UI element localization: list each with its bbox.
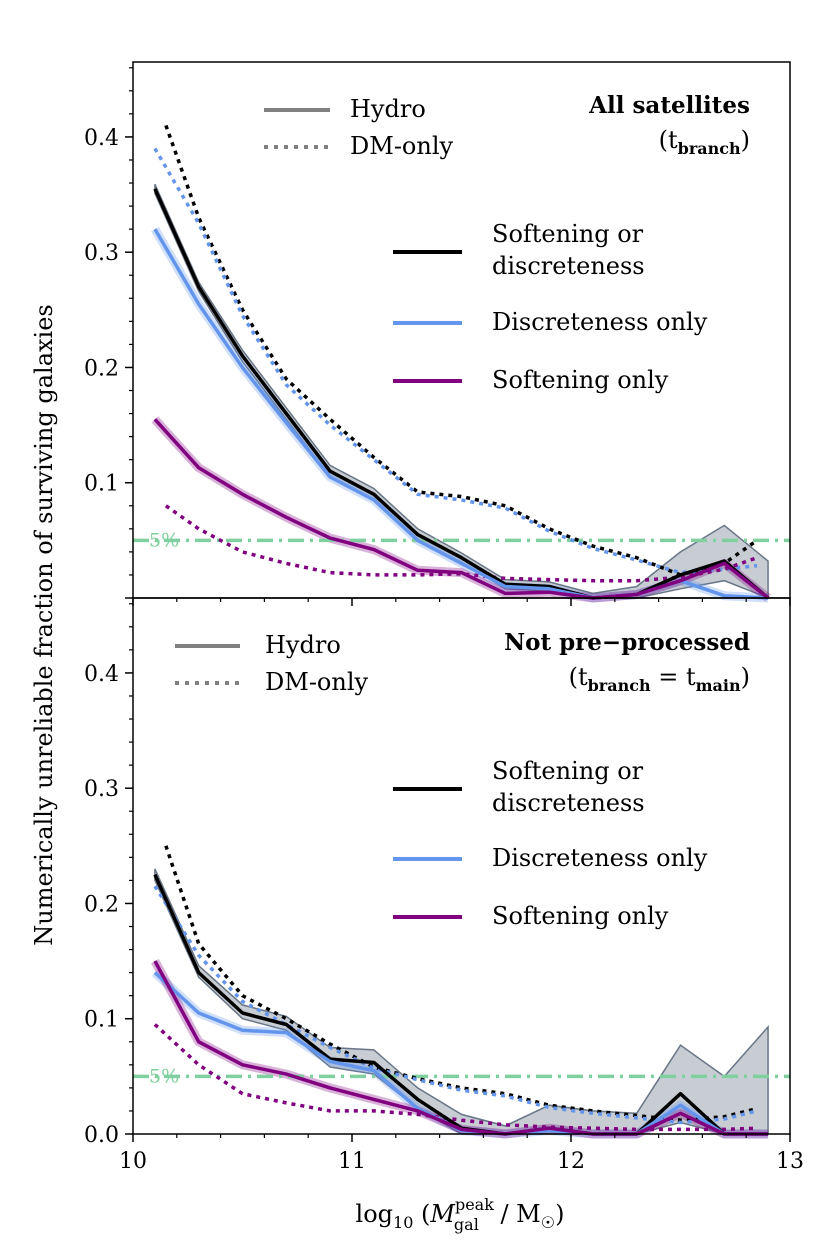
y-tick-label: 0.1 [84, 1008, 119, 1033]
series-line-softening-only-dm-only [153, 1023, 758, 1132]
plot-area-top: 5% [133, 124, 790, 603]
y-axis-label: Numerically unreliable fraction of survi… [30, 304, 58, 945]
y-tick-label: 0.4 [84, 662, 119, 687]
legend-hydro-label: Hydro [265, 631, 341, 659]
axes-frame [132, 597, 791, 1135]
legend-dmonly-label: DM-only [265, 668, 369, 696]
panel-subtitle: (tbranch = tmain) [569, 663, 750, 695]
legend-soft-label: Softening only [492, 902, 669, 930]
series-band [154, 183, 769, 600]
x-tick-label: 13 [776, 1149, 804, 1174]
plot-area-bottom: 5% [133, 845, 790, 1139]
axes: 0.1 0.2 0.3 0.4 0.0 0.1 0.2 0.3 0.4 10 11 12 13 [84, 61, 804, 1174]
legend-disc-label: Discreteness only [492, 308, 708, 336]
legend-softdisc-label-1: Softening or [492, 220, 644, 248]
reference-line-label: 5% [149, 1065, 179, 1087]
panel-subtitle: (tbranch) [659, 126, 750, 158]
legend-dmonly-label: DM-only [350, 132, 454, 160]
x-tick-label: 12 [557, 1149, 585, 1174]
y-tick-label: 0.0 [84, 1123, 119, 1148]
y-tick-label: 0.4 [84, 126, 119, 151]
series-line-discreteness-only-dm-only [153, 147, 758, 575]
panel-not-preprocessed: 5% Not pre−processed (tbranch = tmain) H… [133, 629, 790, 1139]
legend-disc-label: Discreteness only [492, 844, 708, 872]
x-tick-label: 11 [338, 1149, 366, 1174]
series-line-discreteness-only-hydro [153, 228, 769, 600]
panel-title: Not pre−processed [504, 629, 750, 656]
y-tick-label: 0.3 [84, 241, 119, 266]
y-tick-label: 0.1 [84, 472, 119, 497]
panel-title: All satellites [588, 92, 750, 119]
y-tick-label: 0.2 [84, 356, 119, 381]
x-axis-label: log10 (Mpeak gal / M☉) [356, 1195, 565, 1234]
reference-line-label: 5% [149, 529, 179, 551]
x-tick-label: 10 [119, 1149, 147, 1174]
legend-softdisc-label-2: discreteness [492, 789, 645, 817]
legend-softdisc-label-2: discreteness [492, 252, 645, 280]
series-line-softening-only-hydro [153, 418, 770, 600]
series-line-softening-or-discreteness-hydro [153, 188, 770, 600]
y-tick-label: 0.2 [84, 892, 119, 917]
y-tick-label: 0.3 [84, 777, 119, 802]
panel-all-satellites: 5% All satellites (tbranch) Hydro DM-onl… [133, 92, 790, 603]
series-line-softening-only-dm-only [164, 504, 758, 583]
series-line-softening-or-discreteness-dm-only [164, 124, 759, 577]
legend-softdisc-label-1: Softening or [492, 757, 644, 785]
legend-soft-label: Softening only [492, 366, 669, 394]
legend-hydro-label: Hydro [350, 95, 426, 123]
series-band [154, 868, 769, 1135]
series-envelope [151, 226, 769, 603]
series-line-softening-only-hydro [153, 960, 769, 1136]
